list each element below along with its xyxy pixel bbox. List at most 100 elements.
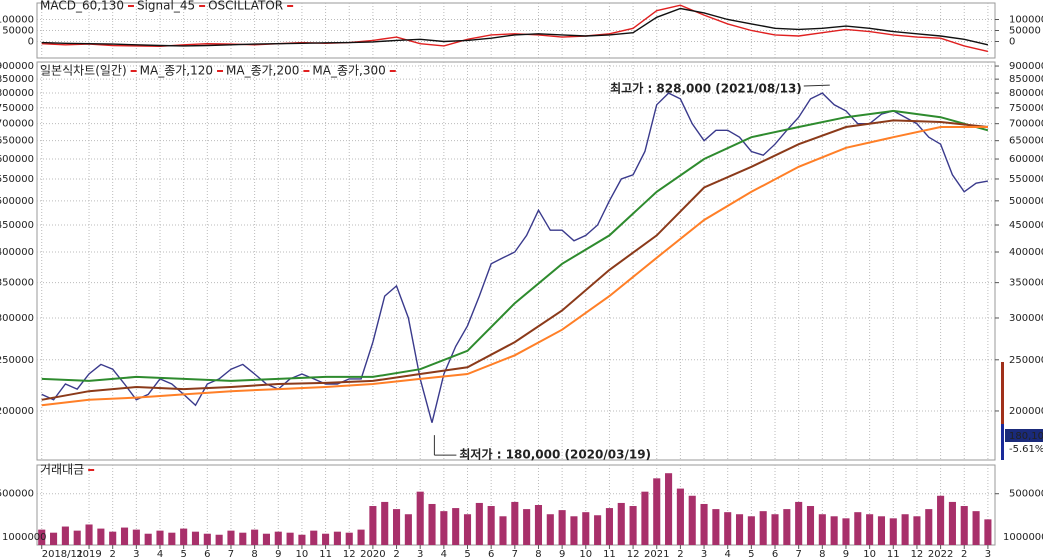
x-tick-label: 9 bbox=[843, 549, 849, 560]
volume-bar bbox=[842, 518, 850, 545]
annotation-label: 최고가 : 828,000 (2021/08/13) bbox=[610, 81, 802, 96]
y-tick-label-right: 300000 bbox=[1009, 313, 1043, 324]
x-tick-label: 7 bbox=[795, 549, 801, 560]
volume-bar bbox=[251, 529, 259, 545]
x-tick-label: 2019 bbox=[76, 549, 101, 560]
volume-bar bbox=[984, 519, 992, 545]
x-tick-label: 2 bbox=[110, 549, 116, 560]
x-tick-label: 7 bbox=[228, 549, 234, 560]
x-tick-label: 2 bbox=[393, 549, 399, 560]
x-tick-label: 6 bbox=[204, 549, 210, 560]
volume-bar bbox=[676, 488, 684, 545]
legend-label: MA_종가,120 bbox=[140, 64, 213, 78]
volume-bar bbox=[440, 511, 448, 545]
x-tick-label: 4 bbox=[441, 549, 447, 560]
series-line bbox=[41, 119, 989, 401]
legend-label: Signal_45 bbox=[137, 0, 195, 13]
volume-bar bbox=[215, 534, 223, 545]
x-tick-label: 11 bbox=[319, 549, 332, 560]
volume-bar bbox=[818, 514, 826, 545]
legend-label: 일본식차트(일간) bbox=[40, 64, 127, 78]
y-tick-label-right: 600000 bbox=[1009, 154, 1043, 165]
x-tick-label: 3 bbox=[701, 549, 707, 560]
volume-bar bbox=[854, 512, 862, 545]
volume-bar bbox=[487, 506, 495, 545]
volume-bar bbox=[345, 532, 353, 545]
volume-bar bbox=[381, 501, 389, 545]
y-tick-label-right: 700000 bbox=[1009, 119, 1043, 130]
volume-bar bbox=[428, 503, 436, 545]
y-tick-label: 300000 bbox=[0, 313, 34, 324]
x-tick-label: 3 bbox=[417, 549, 423, 560]
y-tick-label-right: 50000 bbox=[1009, 26, 1041, 37]
volume-bar bbox=[156, 530, 164, 545]
volume-bar bbox=[558, 510, 566, 545]
unit-label-right: 1000000 bbox=[1003, 532, 1043, 543]
volume-bar bbox=[50, 532, 58, 545]
x-tick-label: 11 bbox=[887, 549, 900, 560]
volume-bar bbox=[404, 514, 412, 545]
volume-bar bbox=[735, 514, 744, 545]
y-tick-label-right: 400000 bbox=[1009, 247, 1043, 258]
volume-bar bbox=[262, 533, 270, 545]
x-tick-label: 6 bbox=[488, 549, 494, 560]
y-tick-label: 100000 bbox=[0, 15, 34, 26]
volume-bar bbox=[38, 529, 46, 545]
last-change: -5.61% bbox=[1009, 444, 1043, 455]
volume-bar bbox=[582, 512, 590, 545]
x-tick-label: 4 bbox=[157, 549, 163, 560]
x-tick-label: 10 bbox=[296, 549, 309, 560]
y-tick-label-right: 0 bbox=[1009, 37, 1015, 48]
volume-bar bbox=[109, 531, 117, 545]
volume-bar bbox=[629, 506, 637, 545]
volume-bar bbox=[191, 531, 200, 545]
last-price: 180,100 bbox=[1009, 431, 1043, 442]
volume-bar bbox=[97, 528, 105, 545]
volume-bar bbox=[783, 509, 791, 545]
volume-bar bbox=[120, 527, 129, 545]
volume-bar bbox=[310, 530, 318, 545]
x-tick-label: 5 bbox=[180, 549, 186, 560]
x-tick-label: 10 bbox=[863, 549, 876, 560]
volume-bar bbox=[866, 514, 874, 545]
x-tick-label: 9 bbox=[559, 549, 565, 560]
legend-label: 거래대금 bbox=[40, 463, 84, 477]
volume-bar bbox=[392, 509, 401, 545]
volume-bar bbox=[132, 529, 140, 545]
x-tick-label: 12 bbox=[911, 549, 924, 560]
volume-bar bbox=[700, 503, 708, 545]
series-line bbox=[41, 109, 989, 382]
volume-bar bbox=[416, 491, 424, 545]
unit-label: 1000000 bbox=[2, 532, 47, 543]
x-tick-label: 12 bbox=[627, 549, 640, 560]
x-tick-label: 6 bbox=[772, 549, 778, 560]
x-tick-label: 7 bbox=[512, 549, 518, 560]
x-tick-label: 2020 bbox=[360, 549, 385, 560]
volume-bar bbox=[653, 478, 661, 545]
volume-bar bbox=[795, 501, 803, 545]
volume-bar bbox=[452, 508, 460, 545]
y-tick-label: 0 bbox=[28, 37, 34, 48]
volume-bar bbox=[546, 514, 554, 545]
volume-bar bbox=[688, 495, 696, 545]
volume-bar bbox=[369, 506, 377, 545]
volume-bar bbox=[594, 515, 602, 545]
volume-bar bbox=[724, 512, 732, 545]
annotation-label: 최저가 : 180,000 (2020/03/19) bbox=[459, 447, 651, 462]
series-line bbox=[41, 92, 989, 423]
volume-bar bbox=[168, 532, 176, 545]
